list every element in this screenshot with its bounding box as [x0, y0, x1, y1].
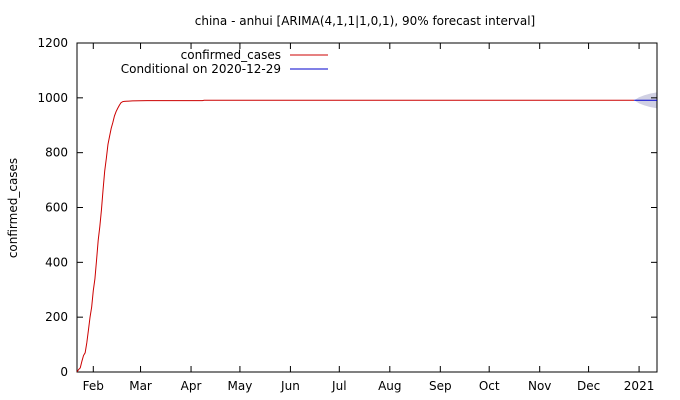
x-tick-label: Oct: [479, 379, 500, 393]
chart-title: china - anhui [ARIMA(4,1,1|1,0,1), 90% f…: [195, 14, 535, 28]
y-tick-label: 200: [45, 310, 68, 324]
x-tick-label: Apr: [181, 379, 202, 393]
x-tick-label: Sep: [429, 379, 452, 393]
x-tick-label: Mar: [129, 379, 152, 393]
x-tick-label: May: [228, 379, 253, 393]
series-line: [76, 99, 635, 373]
x-tick-label: 2021: [624, 379, 655, 393]
x-tick-label: Nov: [528, 379, 551, 393]
plot-frame: [76, 42, 658, 373]
x-tick-label: Feb: [83, 379, 104, 393]
y-tick-label: 800: [45, 146, 68, 160]
y-tick-label: 1000: [37, 91, 68, 105]
axes: 0 200 400 600 800 1000 1200 Feb Mar Apr May Jun Jul A…: [37, 36, 658, 393]
x-tick-label: Dec: [577, 379, 600, 393]
series-layer: [76, 99, 657, 373]
y-axis-label: confirmed_cases: [6, 158, 20, 258]
y-tick-label: 1200: [37, 36, 68, 50]
legend-label: confirmed_cases: [181, 48, 281, 62]
x-tick-label: Jul: [331, 379, 346, 393]
x-tick-label: Jun: [280, 379, 300, 393]
y-tick-label: 400: [45, 255, 68, 269]
y-tick-label: 600: [45, 201, 68, 215]
legend-label: Conditional on 2020-12-29: [121, 62, 281, 76]
x-tick-label: Aug: [378, 379, 401, 393]
y-tick-label: 0: [60, 365, 68, 379]
